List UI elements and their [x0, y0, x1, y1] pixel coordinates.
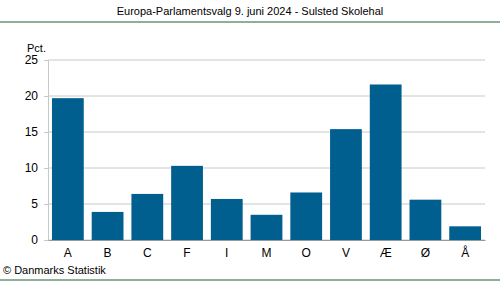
grid-line — [48, 168, 485, 169]
y-tick-label: 5 — [31, 197, 38, 211]
x-tick: Å — [461, 240, 469, 260]
x-tick-label: Ø — [421, 246, 430, 260]
grid — [48, 60, 485, 240]
y-axis-line — [44, 61, 49, 241]
y-tick: 10 — [25, 161, 48, 175]
grid-line — [48, 132, 485, 133]
bar — [410, 200, 442, 240]
bar — [251, 215, 283, 240]
x-tick: Ø — [421, 240, 430, 260]
y-tick-label: 0 — [31, 233, 38, 247]
bar — [370, 84, 402, 240]
header-rule — [0, 22, 500, 23]
y-axis: 0 5 10 15 20 25 — [25, 53, 49, 247]
x-tick: Æ — [380, 240, 392, 260]
x-tick: F — [183, 240, 190, 260]
y-tick: 5 — [31, 197, 48, 211]
y-tick: 0 — [31, 233, 48, 247]
x-tick: O — [302, 240, 311, 260]
bar — [171, 166, 203, 240]
y-tick-mark — [44, 96, 48, 97]
grid-line — [48, 96, 485, 97]
chart: Europa-Parlamentsvalg 9. juni 2024 - Sul… — [0, 0, 500, 282]
footer-rule — [0, 280, 500, 281]
y-tick: 25 — [25, 53, 48, 67]
chart-container: Europa-Parlamentsvalg 9. juni 2024 - Sul… — [0, 0, 500, 282]
x-tick: V — [342, 240, 350, 260]
x-tick: M — [262, 240, 272, 260]
x-tick-label: I — [225, 246, 228, 260]
x-axis-line — [49, 240, 486, 241]
y-tick-label: 15 — [25, 125, 39, 139]
x-axis: ABCFIMOVÆØÅ — [49, 240, 486, 260]
grid-line — [48, 60, 485, 61]
y-tick-mark — [44, 60, 48, 61]
x-tick-label: C — [143, 246, 152, 260]
y-tick-mark — [44, 240, 48, 241]
y-tick-label: 25 — [25, 53, 39, 67]
y-tick: 20 — [25, 89, 48, 103]
bar — [131, 194, 163, 240]
x-tick: C — [143, 240, 152, 260]
title: Europa-Parlamentsvalg 9. juni 2024 - Sul… — [117, 5, 384, 17]
y-tick-mark — [44, 132, 48, 133]
x-tick-label: V — [342, 246, 350, 260]
y-tick: 15 — [25, 125, 48, 139]
bar — [330, 129, 362, 240]
y-tick-label: 20 — [25, 89, 39, 103]
bar — [211, 199, 243, 240]
x-tick: B — [104, 240, 112, 260]
bar — [290, 192, 322, 240]
y-tick-mark — [44, 204, 48, 205]
bars — [52, 84, 481, 240]
x-tick-label: B — [104, 246, 112, 260]
x-tick-label: F — [183, 246, 190, 260]
bar — [52, 98, 84, 240]
x-tick-label: Å — [461, 245, 469, 260]
x-tick-label: O — [302, 246, 311, 260]
x-tick-label: A — [64, 246, 72, 260]
x-tick: A — [64, 240, 72, 260]
bar — [449, 226, 481, 240]
x-tick-label: Æ — [380, 246, 392, 260]
source: © Danmarks Statistik — [3, 264, 106, 276]
x-tick-label: M — [262, 246, 272, 260]
bar — [92, 212, 124, 240]
x-tick: I — [225, 240, 228, 260]
y-tick-label: 10 — [25, 161, 39, 175]
y-tick-mark — [44, 168, 48, 169]
y-axis-label: Pct. — [27, 42, 46, 54]
